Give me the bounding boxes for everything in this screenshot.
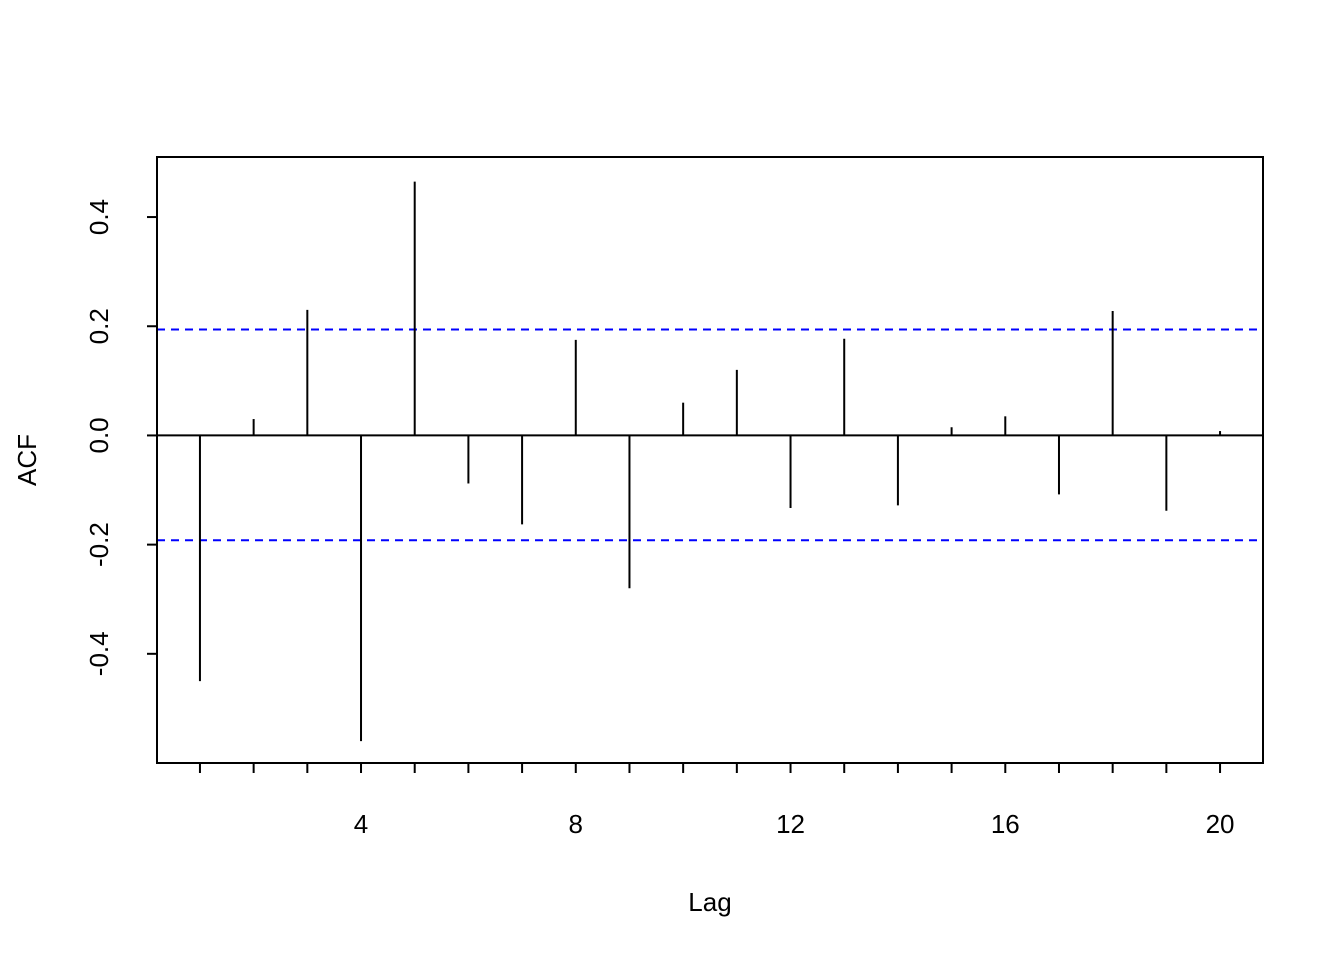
y-tick-label--0.4: -0.4	[84, 631, 114, 676]
y-tick-label-0: 0.0	[84, 417, 114, 453]
x-axis: 4 8 12 16 20	[198, 763, 1235, 839]
x-axis-title: Lag	[688, 887, 731, 917]
x-tick-label-8: 8	[569, 809, 583, 839]
confidence-bounds	[157, 328, 1263, 542]
y-tick-label--0.2: -0.2	[84, 522, 114, 567]
y-tick-label-0.2: 0.2	[84, 308, 114, 344]
y-axis-title: ACF	[12, 434, 42, 486]
acf-bars	[157, 181, 1263, 742]
y-tick-label-0.4: 0.4	[84, 199, 114, 235]
x-tick-label-16: 16	[991, 809, 1020, 839]
y-axis: -0.4 -0.2 0.0 0.2 0.4	[84, 199, 157, 676]
plot-frame	[156, 156, 1264, 764]
x-tick-label-20: 20	[1206, 809, 1235, 839]
x-tick-label-12: 12	[776, 809, 805, 839]
plot-border	[156, 156, 1264, 764]
x-tick-label-4: 4	[354, 809, 368, 839]
